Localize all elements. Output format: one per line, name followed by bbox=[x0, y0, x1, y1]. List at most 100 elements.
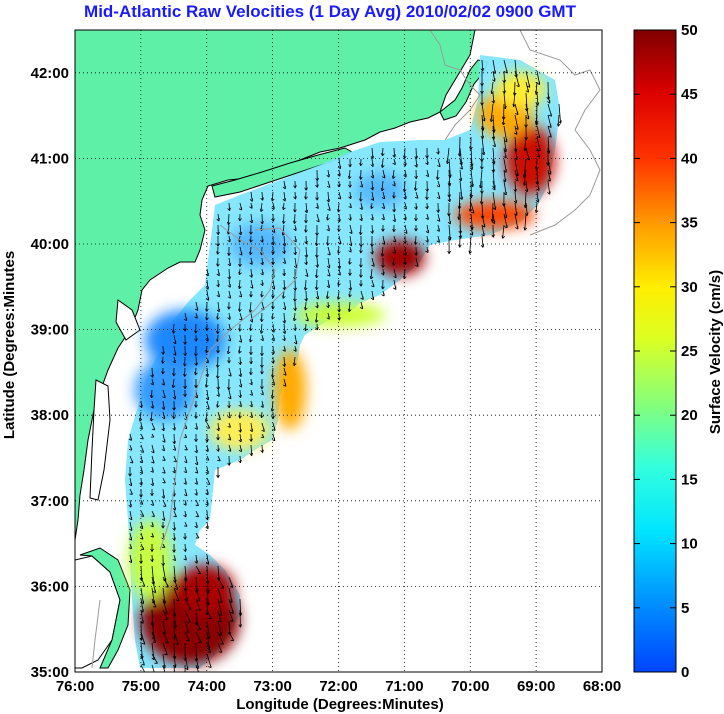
velocity-arrow-head bbox=[282, 383, 287, 387]
velocity-arrow bbox=[338, 257, 341, 269]
velocity-arrow-head bbox=[514, 212, 518, 216]
velocity-arrow-head bbox=[238, 429, 242, 433]
velocity-arrow bbox=[459, 147, 463, 166]
velocity-arrow-head bbox=[197, 607, 201, 611]
velocity-arrow-head bbox=[172, 537, 176, 541]
velocity-arrow bbox=[338, 158, 341, 169]
velocity-arrow-head bbox=[205, 439, 209, 443]
velocity-arrow bbox=[514, 202, 518, 216]
velocity-arrow bbox=[173, 664, 175, 672]
velocity-arrow bbox=[481, 235, 484, 248]
velocity-arrow-head bbox=[548, 134, 552, 138]
velocity-arrow-head bbox=[359, 274, 363, 278]
velocity-arrow-head bbox=[271, 286, 276, 290]
velocity-arrow-head bbox=[524, 188, 529, 193]
velocity-arrow-head bbox=[227, 386, 231, 391]
velocity-arrow-head bbox=[480, 166, 484, 170]
velocity-arrow bbox=[173, 521, 175, 531]
velocity-arrow-head bbox=[436, 151, 440, 155]
velocity-arrow-head bbox=[404, 230, 408, 234]
velocity-arrow-head bbox=[184, 447, 188, 451]
velocity-arrow-head bbox=[239, 317, 243, 321]
velocity-arrow-head bbox=[293, 238, 297, 243]
velocity-arrow-head bbox=[415, 263, 419, 267]
velocity-arrow-head bbox=[293, 341, 298, 345]
velocity-arrow-head bbox=[272, 427, 276, 431]
velocity-arrow bbox=[173, 620, 175, 640]
velocity-arrow-head bbox=[502, 178, 507, 183]
velocity-arrow-head bbox=[205, 525, 209, 530]
velocity-arrow-head bbox=[536, 154, 540, 158]
velocity-arrow-head bbox=[293, 185, 297, 189]
velocity-arrow-head bbox=[304, 307, 308, 311]
velocity-arrow bbox=[172, 323, 175, 334]
colorbar-tick-label: 0 bbox=[681, 664, 689, 681]
y-tick-label: 39:00 bbox=[31, 322, 69, 339]
velocity-arrow bbox=[249, 246, 252, 255]
velocity-arrow bbox=[283, 356, 286, 367]
velocity-arrow-head bbox=[304, 220, 308, 224]
velocity-arrow bbox=[503, 180, 507, 195]
velocity-arrow bbox=[195, 554, 198, 564]
velocity-arrow-head bbox=[185, 629, 190, 634]
velocity-arrow-head bbox=[380, 187, 385, 192]
velocity-arrow-head bbox=[194, 395, 198, 399]
velocity-arrow-head bbox=[492, 206, 497, 210]
colorbar-tick-label: 10 bbox=[681, 536, 698, 553]
velocity-arrow-head bbox=[227, 404, 231, 409]
velocity-arrow bbox=[536, 191, 539, 203]
velocity-arrow-head bbox=[293, 227, 297, 232]
velocity-arrow-head bbox=[503, 155, 507, 159]
velocity-arrow-head bbox=[381, 253, 385, 257]
velocity-arrow-head bbox=[153, 604, 157, 608]
velocity-arrow bbox=[206, 631, 210, 651]
velocity-arrow bbox=[503, 136, 507, 152]
velocity-arrow bbox=[283, 213, 285, 224]
velocity-arrow-head bbox=[282, 348, 286, 352]
velocity-arrow bbox=[272, 345, 274, 355]
velocity-arrow-head bbox=[271, 198, 275, 202]
velocity-arrow bbox=[140, 664, 146, 672]
velocity-arrow-head bbox=[183, 385, 187, 389]
velocity-arrow-head bbox=[227, 238, 231, 243]
velocity-arrow-head bbox=[403, 252, 407, 256]
velocity-arrow bbox=[481, 191, 483, 205]
velocity-arrow-head bbox=[249, 381, 253, 386]
velocity-arrow-head bbox=[403, 174, 407, 178]
velocity-arrow-head bbox=[260, 404, 264, 408]
velocity-arrow-head bbox=[249, 251, 253, 256]
velocity-arrow-head bbox=[490, 90, 495, 94]
velocity-arrow-head bbox=[492, 78, 496, 82]
velocity-arrow bbox=[162, 653, 166, 669]
colorbar-tick-label: 20 bbox=[681, 407, 698, 424]
velocity-arrow-head bbox=[403, 217, 407, 221]
velocity-arrow-head bbox=[204, 418, 209, 423]
velocity-arrow bbox=[437, 169, 439, 180]
velocity-arrow-head bbox=[556, 123, 561, 127]
velocity-arrow-head bbox=[436, 195, 441, 200]
velocity-arrow-head bbox=[491, 220, 496, 224]
velocity-arrow bbox=[492, 59, 496, 74]
velocity-arrow-head bbox=[349, 230, 353, 234]
velocity-arrow bbox=[206, 576, 210, 594]
velocity-arrow-head bbox=[282, 306, 287, 310]
velocity-arrow-head bbox=[141, 641, 146, 645]
velocity-arrow-head bbox=[271, 337, 275, 342]
velocity-arrow-head bbox=[183, 393, 187, 397]
velocity-arrow-head bbox=[249, 219, 253, 224]
velocity-arrow-head bbox=[161, 495, 166, 499]
velocity-arrow bbox=[524, 213, 527, 231]
velocity-arrow-head bbox=[304, 298, 308, 302]
velocity-arrow-head bbox=[194, 524, 198, 529]
velocity-arrow-head bbox=[458, 244, 462, 248]
velocity-arrow-head bbox=[337, 183, 341, 188]
velocity-arrow-head bbox=[172, 427, 176, 431]
velocity-arrow-head bbox=[194, 415, 198, 419]
velocity-arrow-head bbox=[282, 272, 286, 277]
velocity-arrow-head bbox=[414, 206, 418, 210]
velocity-arrow-head bbox=[238, 459, 242, 464]
velocity-arrow-head bbox=[161, 525, 165, 529]
velocity-arrow bbox=[470, 224, 473, 236]
velocity-arrow-head bbox=[238, 373, 242, 377]
velocity-arrow-head bbox=[492, 186, 496, 191]
